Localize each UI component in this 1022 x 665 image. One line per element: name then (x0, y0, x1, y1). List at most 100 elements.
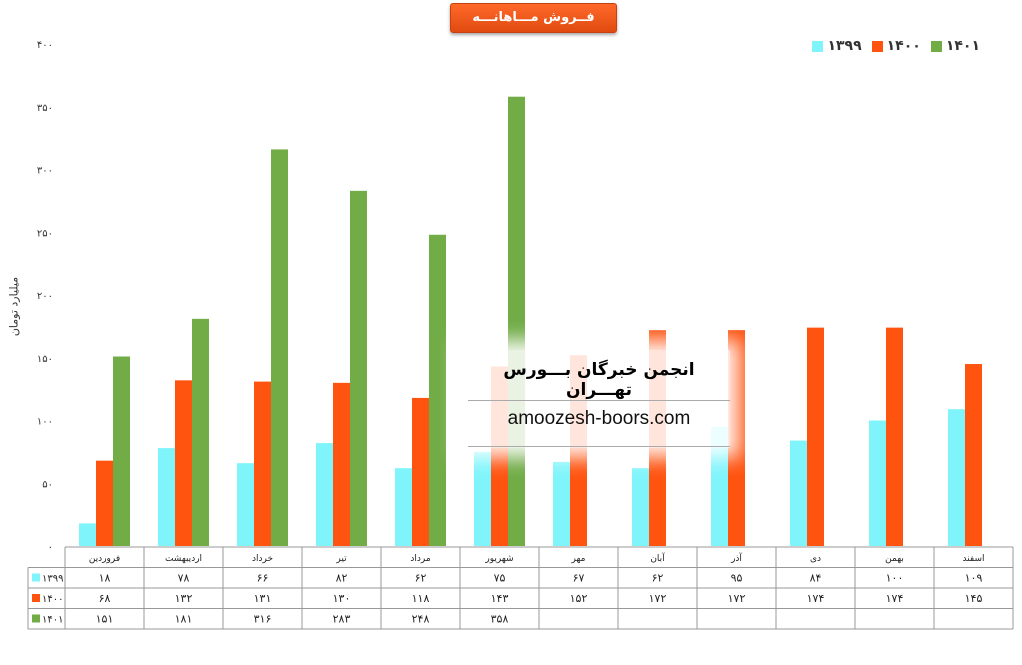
bar (350, 190, 367, 546)
bar (237, 463, 254, 546)
table-legend-swatch (32, 573, 40, 582)
data-label: ۱۰۰ (886, 572, 904, 585)
bar (553, 461, 570, 546)
legend-item-1401: ۱۴۰۱ (930, 38, 980, 54)
data-label: ۱۵۲ (570, 592, 588, 605)
data-label: ۱۴۵ (965, 592, 983, 605)
legend-label-1401: ۱۴۰۱ (945, 38, 980, 54)
data-label: ۲۸۳ (333, 613, 351, 626)
table-series-name: ۱۴۰۰ (42, 594, 63, 605)
bar (965, 364, 982, 546)
data-label: ۱۸۱ (175, 613, 193, 626)
data-label: ۱۵۱ (96, 613, 114, 626)
bar (271, 149, 288, 547)
legend-label-1399: ۱۳۹۹ (827, 38, 862, 54)
x-tick-label: خرداد (252, 554, 273, 564)
bar (254, 381, 271, 546)
y-tick-label: ۳۰۰ (37, 166, 53, 177)
data-label: ۶۲ (415, 572, 427, 585)
legend-swatch-1400 (871, 40, 883, 52)
data-label: ۲۴۸ (412, 613, 430, 626)
data-label: ۱۸ (99, 572, 111, 585)
legend-item-1400: ۱۴۰۰ (871, 38, 921, 54)
bar (728, 330, 745, 546)
table-legend-swatch (32, 614, 40, 623)
y-tick-label: ۱۰۰ (37, 417, 53, 428)
legend: ۱۴۰۱ ۱۴۰۰ ۱۳۹۹ (812, 38, 980, 54)
x-tick-label: تیر (335, 554, 347, 564)
data-label: ۸۴ (810, 572, 822, 585)
data-label: ۹۵ (731, 572, 743, 585)
bar (711, 426, 728, 546)
bar (316, 443, 333, 546)
y-tick-label: ۱۵۰ (37, 354, 53, 365)
legend-item-1399: ۱۳۹۹ (812, 38, 862, 54)
data-label: ۷۸ (178, 572, 190, 585)
data-label: ۱۴۳ (491, 592, 509, 605)
y-tick-label: ۴۰۰ (37, 40, 53, 51)
bar (79, 523, 96, 546)
watermark-title: انجمن خبرگان بـــورس تهـــران (503, 360, 695, 400)
bar (113, 356, 130, 546)
data-label: ۶۷ (573, 572, 585, 585)
x-tick-label: شهریور (484, 554, 513, 564)
x-tick-label: آذر (730, 552, 742, 564)
data-label: ۳۱۶ (254, 613, 272, 626)
data-label: ۶۲ (652, 572, 664, 585)
x-tick-label: فروردین (89, 554, 120, 564)
bar (412, 397, 429, 546)
data-label: ۶۸ (99, 592, 111, 605)
bar (632, 468, 649, 546)
data-label: ۱۱۸ (412, 592, 430, 605)
table-series-name: ۱۳۹۹ (42, 574, 63, 585)
watermark-url: amoozesh-boors.com (507, 408, 691, 429)
table-legend-swatch (32, 594, 40, 602)
bar (807, 327, 824, 546)
bar (158, 448, 175, 546)
y-tick-label: ۲۰۰ (37, 291, 53, 302)
bar (474, 451, 491, 546)
bar (175, 380, 192, 546)
x-tick-label: آبان (650, 552, 665, 564)
bar (869, 420, 886, 546)
x-tick-label: اردیبهشت (165, 554, 202, 564)
x-tick-label: مهر (571, 554, 586, 564)
legend-swatch-1401 (930, 40, 942, 52)
watermark-divider-bottom (468, 446, 730, 447)
chart-title: فــروش مـــاهانـــه غـــصینو (450, 3, 617, 53)
data-label: ۸۲ (336, 572, 348, 585)
data-label: ۱۳۲ (175, 592, 193, 605)
bar (886, 327, 903, 546)
watermark: انجمن خبرگان بـــورس تهـــران amoozesh-b… (468, 350, 730, 448)
data-label: ۳۵۸ (491, 613, 509, 626)
bar (192, 318, 209, 546)
table-series-name: ۱۴۰۱ (42, 615, 63, 626)
data-label: ۱۰۹ (965, 572, 983, 585)
bar (429, 234, 446, 546)
bar (508, 96, 525, 547)
legend-swatch-1399 (812, 40, 824, 52)
data-label: ۱۳۱ (254, 592, 272, 605)
x-tick-label: بهمن (885, 554, 904, 564)
data-label: ۱۳۰ (333, 592, 351, 605)
y-tick-label: ۰ (48, 542, 53, 553)
bar (96, 460, 113, 546)
data-label: ۶۶ (257, 572, 269, 585)
x-tick-label: مرداد (410, 554, 430, 564)
y-tick-label: ۲۵۰ (37, 228, 53, 239)
data-label: ۷۵ (494, 572, 506, 585)
bar (948, 409, 965, 546)
watermark-divider-top (468, 400, 730, 401)
y-tick-label: ۳۵۰ (37, 103, 53, 114)
data-label: ۱۷۴ (807, 592, 825, 605)
legend-label-1400: ۱۴۰۰ (886, 38, 921, 54)
bar (790, 440, 807, 546)
bar (333, 382, 350, 546)
data-label: ۱۷۴ (886, 592, 904, 605)
data-label: ۱۷۲ (649, 592, 667, 605)
bar (395, 468, 412, 546)
x-tick-label: دی (810, 554, 821, 564)
data-label: ۱۷۲ (728, 592, 746, 605)
y-tick-label: ۵۰ (42, 479, 53, 490)
